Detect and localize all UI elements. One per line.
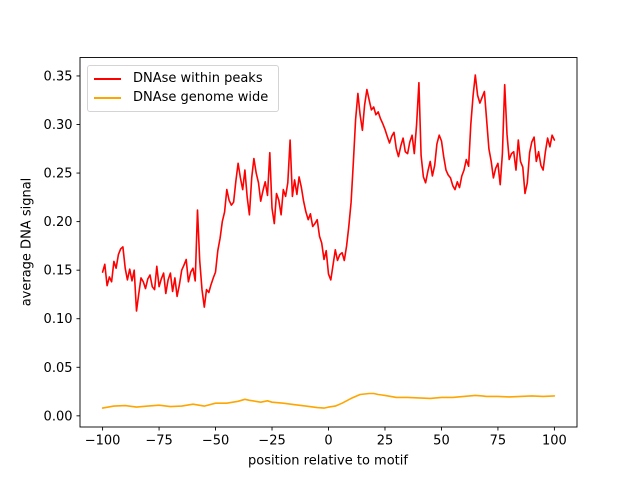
x-tick-label: 75: [490, 434, 507, 449]
x-tick-label: 0: [324, 434, 332, 449]
x-tick-label: −50: [202, 434, 229, 449]
legend-entry-within-peaks: DNAse within peaks: [94, 70, 268, 88]
y-tick-label: 0.35: [44, 69, 73, 84]
x-tick-label: −75: [145, 434, 172, 449]
plot-border: [79, 57, 578, 428]
legend-label: DNAse genome wide: [133, 90, 269, 105]
legend-line-sample-orange: [94, 97, 121, 99]
y-tick-label: 0.15: [44, 264, 73, 279]
legend-entry-genome-wide: DNAse genome wide: [94, 89, 268, 107]
x-tick-label: −25: [258, 434, 285, 449]
legend-line-sample-red: [94, 78, 121, 80]
y-axis-label: average DNA signal: [19, 177, 35, 307]
series-line-1: [101, 392, 556, 409]
x-tick-label: 100: [542, 434, 567, 449]
x-axis-label: position relative to motif: [248, 453, 408, 469]
legend: DNAse within peaks DNAse genome wide: [87, 65, 280, 112]
y-tick-label: 0.30: [44, 118, 73, 133]
legend-label: DNAse within peaks: [133, 71, 263, 86]
y-tick-label: 0.10: [44, 312, 73, 327]
y-tick-label: 0.00: [44, 409, 73, 424]
y-tick-label: 0.05: [44, 361, 73, 376]
x-tick-label: 50: [433, 434, 450, 449]
series-line-0: [101, 74, 556, 312]
y-tick-label: 0.25: [44, 167, 73, 182]
x-tick-label: −100: [85, 434, 121, 449]
y-tick-label: 0.20: [44, 215, 73, 230]
x-tick-label: 25: [377, 434, 394, 449]
